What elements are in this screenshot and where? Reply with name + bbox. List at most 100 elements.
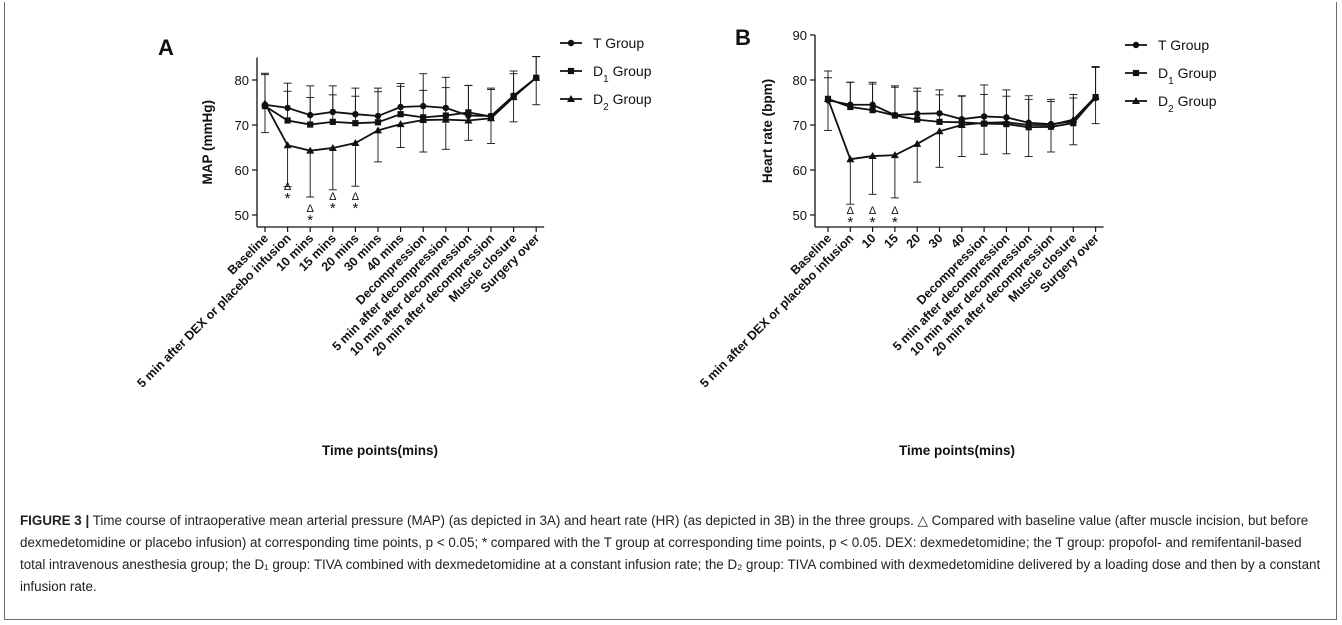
- significance-star: *: [307, 212, 313, 229]
- series-3: [261, 73, 541, 198]
- significance-delta: Δ: [284, 181, 292, 193]
- data-point: [532, 73, 541, 81]
- caption-text: Time course of intraoperative mean arter…: [20, 513, 1321, 594]
- legend-item-1: T Group: [1125, 37, 1209, 53]
- significance-delta: Δ: [847, 205, 855, 217]
- data-point: [464, 116, 473, 124]
- x-tick-label: 10: [859, 231, 879, 251]
- significance-delta: Δ: [329, 191, 337, 203]
- significance-star: *: [330, 200, 336, 217]
- data-point: [957, 121, 966, 128]
- x-tick-label: 20: [904, 231, 924, 251]
- data-point: [1047, 121, 1055, 128]
- y-tick-label: 60: [235, 163, 249, 178]
- y-tick-label: 80: [235, 73, 249, 88]
- data-point: [891, 112, 898, 119]
- panel-letter-a: A: [158, 35, 174, 60]
- legend-marker: [1132, 41, 1140, 49]
- data-point: [374, 119, 382, 126]
- data-point: [914, 116, 921, 123]
- data-point: [509, 93, 518, 101]
- legend-marker: [567, 39, 575, 47]
- data-point: [396, 120, 405, 128]
- x-tick-label: 15: [881, 231, 901, 251]
- figure-frame: [4, 2, 1337, 620]
- data-point: [306, 146, 315, 154]
- legend-item-3: D2 Group: [560, 91, 652, 113]
- caption-label: FIGURE 3 |: [20, 513, 90, 528]
- data-point: [283, 141, 292, 149]
- legend-label: D2 Group: [1158, 93, 1217, 115]
- legend-item-3: D2 Group: [1125, 93, 1217, 115]
- data-point: [441, 115, 450, 123]
- data-point: [328, 143, 337, 151]
- data-point: [890, 151, 899, 159]
- data-point: [397, 111, 404, 118]
- data-point: [936, 118, 943, 125]
- y-axis-label: Heart rate (bpm): [760, 79, 775, 183]
- legend-item-2: D1 Group: [560, 63, 652, 85]
- data-point: [868, 152, 877, 160]
- significance-star: *: [352, 200, 358, 217]
- data-point: [307, 121, 314, 128]
- data-point: [913, 139, 922, 147]
- x-axis-label: Time points(mins): [899, 443, 1015, 458]
- data-point: [980, 118, 989, 126]
- significance-delta: Δ: [352, 191, 360, 203]
- y-tick-label: 90: [793, 28, 807, 43]
- significance-delta: Δ: [891, 205, 899, 217]
- data-point: [487, 114, 495, 122]
- data-point: [352, 120, 359, 127]
- significance-star: *: [285, 190, 291, 207]
- data-point: [847, 103, 854, 111]
- legend-label: T Group: [1158, 37, 1209, 53]
- y-tick-label: 70: [235, 118, 249, 133]
- data-point: [284, 117, 291, 124]
- data-point: [935, 127, 944, 135]
- legend-marker: [567, 95, 575, 102]
- data-point: [869, 107, 876, 114]
- data-point: [465, 109, 472, 116]
- legend-marker: [1132, 69, 1140, 77]
- data-point: [1069, 115, 1078, 123]
- y-tick-label: 80: [793, 73, 807, 88]
- data-point: [824, 94, 832, 102]
- data-point: [419, 116, 428, 124]
- significance-star: *: [870, 214, 876, 231]
- x-tick-label: 5 min after DEX or placebo infusion: [135, 231, 294, 390]
- legend-label: D1 Group: [593, 63, 652, 85]
- panel-letter-b: B: [735, 25, 751, 50]
- significance-delta: Δ: [869, 205, 877, 217]
- y-axis-label: MAP (mmHg): [200, 100, 215, 185]
- significance-star: *: [892, 214, 898, 231]
- legend-marker: [567, 67, 575, 75]
- figure-caption: FIGURE 3 | Time course of intraoperative…: [20, 510, 1325, 598]
- legend-label: D2 Group: [593, 91, 652, 113]
- legend-item-2: D1 Group: [1125, 65, 1217, 87]
- data-point: [1091, 92, 1100, 100]
- x-tick-label: 30: [926, 231, 946, 251]
- legend-item-1: T Group: [560, 35, 644, 51]
- significance-star: *: [847, 214, 853, 231]
- data-point: [846, 155, 855, 163]
- legend-label: D1 Group: [1158, 65, 1217, 87]
- data-point: [442, 112, 449, 119]
- legend-label: T Group: [593, 35, 644, 51]
- data-point: [374, 126, 382, 134]
- data-point: [1024, 121, 1033, 128]
- series-3: [824, 92, 1100, 205]
- x-axis-label: Time points(mins): [322, 443, 438, 458]
- y-tick-label: 50: [235, 208, 249, 223]
- data-point: [351, 139, 360, 146]
- significance-delta: Δ: [307, 203, 315, 215]
- y-tick-label: 60: [793, 163, 807, 178]
- legend-marker: [1132, 97, 1140, 104]
- y-tick-label: 50: [793, 208, 807, 223]
- y-tick-label: 70: [793, 118, 807, 133]
- data-point: [329, 118, 336, 125]
- series-2: [261, 56, 541, 128]
- x-tick-label: 5 min after DEX or placebo infusion: [697, 231, 856, 390]
